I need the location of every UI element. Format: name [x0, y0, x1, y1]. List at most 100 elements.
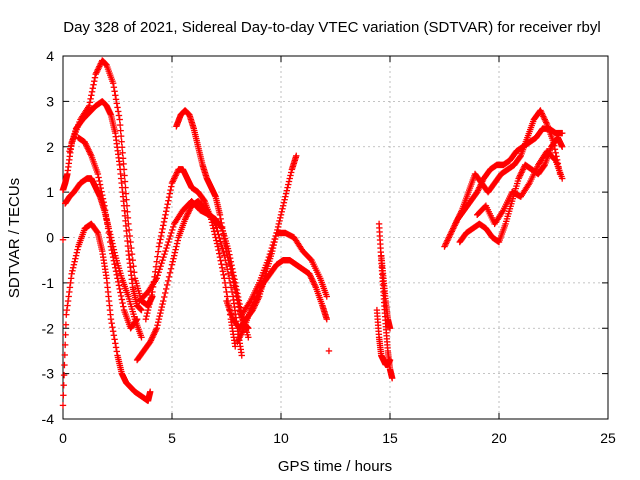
data-point [106, 234, 113, 241]
data-point [88, 88, 96, 95]
data-point [386, 356, 394, 364]
data-point [69, 267, 76, 274]
data-point [119, 299, 126, 307]
data-point [90, 81, 97, 88]
data-point [282, 193, 289, 200]
data-point [160, 218, 168, 226]
data-point [286, 175, 293, 182]
data-point [144, 306, 152, 314]
data-point [222, 284, 229, 291]
data-point [68, 270, 75, 277]
data-point [62, 321, 70, 328]
data-point [138, 334, 145, 341]
data-point [94, 170, 102, 178]
data-point [219, 245, 226, 252]
data-point [163, 281, 171, 289]
data-point [87, 95, 94, 103]
data-point [200, 196, 208, 204]
data-point [145, 303, 152, 311]
data-point [323, 293, 330, 300]
data-point [156, 239, 163, 247]
data-point [230, 272, 237, 280]
x-tick-label: 15 [382, 430, 398, 446]
data-point [172, 246, 179, 253]
data-point [104, 220, 111, 228]
data-point [220, 248, 227, 256]
data-point [236, 300, 243, 308]
data-point [107, 243, 115, 250]
data-point [73, 249, 81, 256]
data-point [287, 169, 295, 176]
data-point [211, 231, 219, 238]
data-point [171, 249, 179, 256]
data-point [210, 228, 218, 235]
data-point [216, 211, 224, 219]
data-point [154, 319, 162, 326]
data-point [114, 275, 121, 282]
data-point [89, 85, 96, 92]
data-points [59, 57, 566, 409]
data-point [118, 296, 126, 303]
data-point [120, 160, 127, 168]
data-point [229, 265, 236, 272]
data-point [218, 241, 225, 249]
data-point [165, 193, 173, 201]
data-point [133, 316, 140, 324]
data-point [127, 238, 134, 246]
data-point [277, 211, 285, 219]
data-point [158, 260, 165, 267]
data-point [157, 306, 165, 314]
data-point [115, 278, 122, 286]
data-point [111, 88, 118, 95]
data-point [110, 257, 118, 264]
data-point [128, 250, 136, 258]
data-point [96, 177, 103, 185]
data-point [167, 186, 174, 194]
data-point [69, 264, 77, 271]
data-point [96, 181, 104, 188]
data-point [160, 222, 167, 229]
data-point [147, 297, 154, 305]
data-point [169, 226, 176, 234]
data-point [121, 178, 129, 185]
data-point [110, 84, 118, 91]
data-point [163, 204, 171, 211]
data-point [162, 208, 170, 215]
data-point [167, 265, 175, 272]
data-point [285, 178, 293, 185]
data-point [155, 243, 163, 250]
data-point [226, 251, 233, 258]
data-point [208, 219, 216, 226]
x-axis-label: GPS time / hours [278, 458, 392, 475]
data-point [147, 294, 155, 302]
data-point [214, 243, 221, 250]
y-tick-label: 4 [46, 48, 54, 64]
data-point [266, 250, 274, 258]
data-point [111, 336, 118, 343]
data-point [158, 303, 166, 311]
data-point [113, 100, 120, 107]
data-point [159, 256, 166, 264]
data-point [115, 282, 123, 289]
data-point [120, 303, 127, 310]
data-point [154, 253, 161, 260]
data-point [559, 143, 566, 150]
y-tick-label: 1 [46, 184, 54, 200]
data-point [159, 225, 166, 233]
data-point [85, 102, 93, 110]
data-point [113, 271, 120, 279]
data-point [217, 257, 224, 264]
data-point [153, 325, 160, 332]
data-point [168, 229, 175, 237]
grid-lines [63, 56, 608, 419]
data-point [157, 232, 165, 240]
data-point [93, 228, 101, 236]
data-point [166, 235, 173, 243]
data-point [128, 244, 135, 252]
data-point [144, 309, 151, 317]
data-point [153, 275, 160, 282]
data-point [163, 244, 170, 252]
data-point [213, 237, 220, 244]
data-point [229, 269, 237, 276]
